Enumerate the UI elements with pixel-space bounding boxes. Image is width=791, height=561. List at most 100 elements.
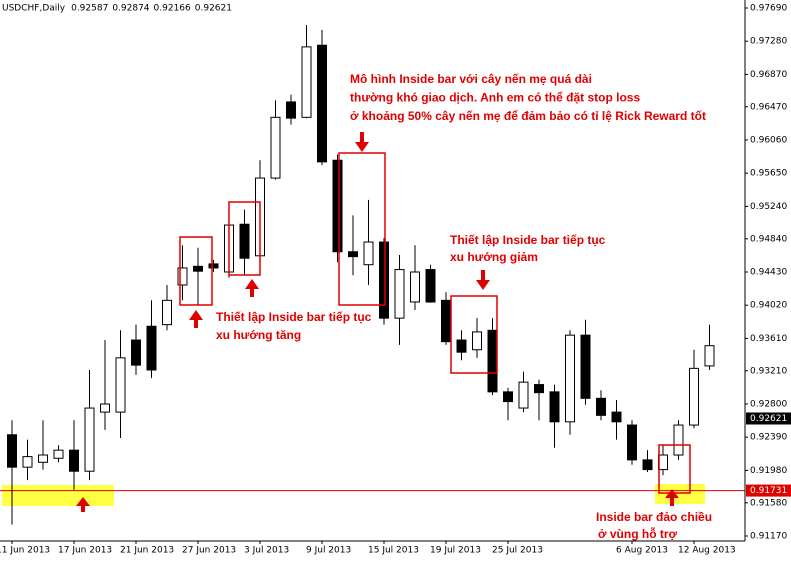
y-tick-label: 0.97280 (750, 37, 787, 47)
box (179, 236, 213, 306)
inside-bar-boxes (179, 152, 691, 494)
candle-body-down (348, 251, 358, 258)
support-label: 0.91731 (750, 486, 787, 496)
y-tick-label: 0.92390 (750, 433, 787, 443)
candle-body-down (379, 241, 389, 319)
y-tick-label: 0.91580 (750, 498, 787, 508)
y-tick-label: 0.94840 (750, 234, 787, 244)
support-highlight (2, 485, 114, 506)
candle-body-up (689, 367, 699, 426)
support-label-bg (746, 484, 791, 497)
y-tick-label: 0.96060 (750, 136, 787, 146)
y-tick-label: 0.93610 (750, 334, 787, 344)
x-tick-label: 9 Jul 2013 (306, 546, 351, 556)
candle-body-down (627, 424, 637, 461)
candle-body-down (487, 329, 498, 393)
arrow-up (665, 489, 679, 506)
candle-body-up (100, 403, 110, 413)
annotation: thường khó giao dịch. Anh em có thể đặt … (350, 91, 640, 105)
plot-area (0, 25, 745, 525)
y-tick-label: 0.94430 (750, 268, 787, 278)
annotation: xu hướng tăng (216, 328, 301, 342)
quote-value: 0.92587 (71, 4, 108, 14)
candle-body-down (208, 263, 219, 269)
candle-body-up (394, 269, 405, 319)
candle-body-down (425, 269, 436, 303)
arrow-up (76, 497, 90, 512)
annotation: Inside bar đảo chiều (596, 510, 712, 524)
annotation: ở khoảng 50% cây nến mẹ để đảm bảo có tỉ… (350, 109, 706, 123)
candle-body-up (22, 456, 33, 468)
y-tick-label: 0.95650 (750, 169, 787, 179)
candle-body-down (7, 434, 17, 468)
annotation: xu hướng giảm (450, 250, 538, 264)
quote-value: 0.92166 (154, 4, 191, 14)
x-tick-label: 11 Jun 2013 (0, 546, 50, 556)
price-label: 0.92621 (750, 414, 787, 424)
candle-body-down (549, 391, 560, 423)
candle-body-down (503, 391, 513, 403)
candle-body-up (363, 241, 374, 266)
candle-body-up (518, 381, 529, 409)
y-tick-label: 0.95240 (750, 202, 787, 212)
candle-body-down (239, 223, 250, 259)
candle-body-up (658, 454, 668, 471)
x-tick-label: 15 Jul 2013 (368, 546, 419, 556)
candle-body-down (69, 449, 79, 472)
candle-body-up (301, 46, 312, 118)
arrows (76, 132, 679, 512)
candle-body-down (596, 397, 606, 416)
x-tick-label: 12 Aug 2013 (678, 546, 736, 556)
candle-body-up (472, 331, 482, 351)
candle-body-down (317, 44, 327, 163)
annotation: Thiết lập Inside bar tiếp tục (216, 310, 372, 324)
candle-body-up (270, 116, 281, 179)
candle-body-down (286, 101, 296, 119)
candle-body-up (38, 454, 48, 463)
candle-body-up (177, 267, 188, 286)
y-tick-label: 0.97690 (750, 4, 787, 14)
candle-body-up (565, 334, 575, 423)
x-tick-label: 3 Jul 2013 (244, 546, 289, 556)
chart-title: USDCHF,Daily (2, 4, 66, 14)
x-tick-label: 21 Jun 2013 (120, 546, 174, 556)
x-tick-label: 25 Jul 2013 (492, 546, 543, 556)
candle-body-down (534, 384, 544, 394)
candle-body-down (131, 339, 141, 366)
quote-value: 0.92621 (195, 4, 232, 14)
candle-body-up (53, 449, 64, 459)
candle-body-down (580, 334, 591, 399)
x-tick-label: 6 Aug 2013 (616, 546, 668, 556)
candle-body-up (115, 357, 126, 413)
y-tick-label: 0.92800 (750, 400, 787, 410)
annotation: ở vùng hỗ trợ (598, 526, 678, 541)
y-tick-label: 0.93210 (750, 366, 787, 376)
candle-body-down (611, 411, 622, 423)
x-tick-label: 17 Jun 2013 (58, 546, 112, 556)
candle-body-down (146, 325, 157, 371)
y-tick-label: 0.94020 (750, 301, 787, 311)
arrow-down (355, 132, 369, 152)
candle-body-down (642, 459, 653, 471)
arrow-down (476, 270, 490, 290)
annotation: Thiết lập Inside bar tiếp tục (450, 233, 606, 247)
arrow-up (189, 310, 203, 328)
y-tick-label: 0.91980 (750, 466, 787, 476)
candle-body-down (332, 159, 343, 253)
y-tick-label: 0.96870 (750, 70, 787, 80)
candle-body-down (193, 265, 203, 272)
candle-body-down (456, 339, 467, 353)
x-tick-label: 19 Jul 2013 (430, 546, 481, 556)
candle-body-up (673, 424, 684, 456)
x-tick-label: 27 Jun 2013 (182, 546, 236, 556)
box (450, 295, 498, 374)
box (228, 201, 261, 276)
box (338, 152, 386, 306)
y-tick-label: 0.91170 (750, 532, 787, 542)
candle-body-up (162, 299, 172, 326)
candle-body-up (704, 345, 715, 367)
candle-body-up (410, 271, 420, 303)
candle-body-up (84, 407, 95, 472)
